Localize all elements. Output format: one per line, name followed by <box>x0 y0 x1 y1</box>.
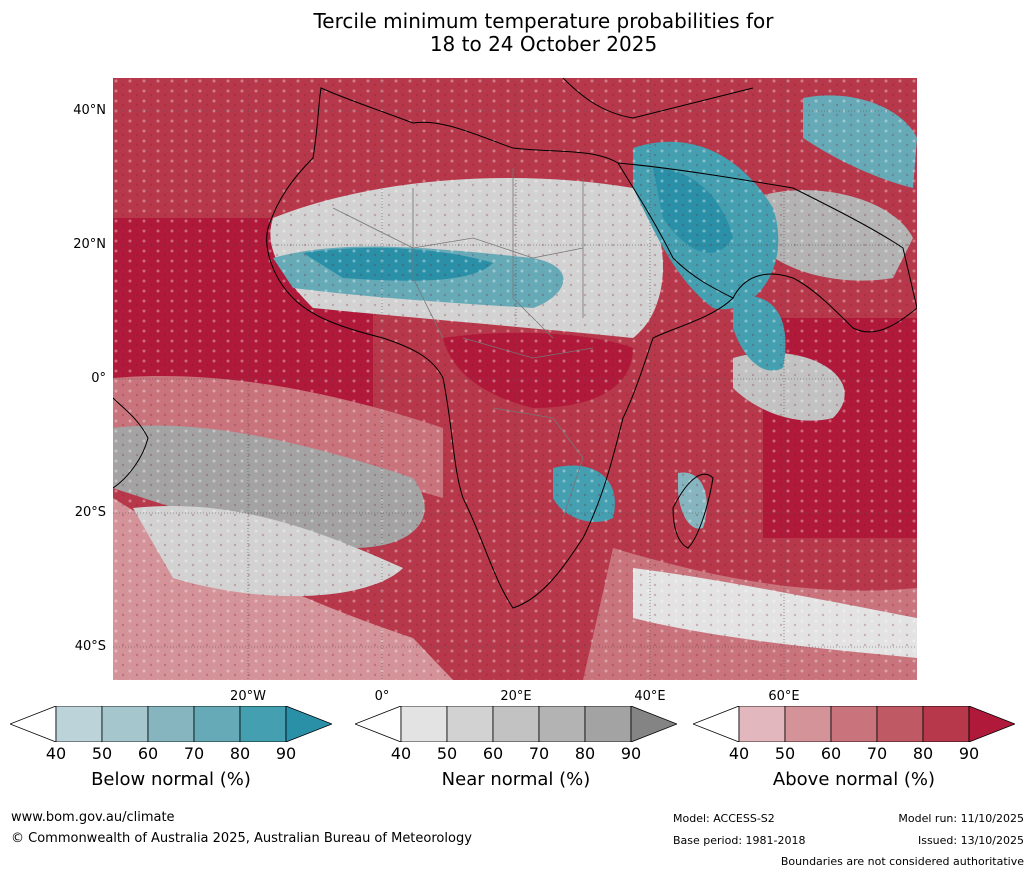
website-text: www.bom.gov.au/climate <box>11 810 175 825</box>
colorbar-segment <box>101 706 149 742</box>
colorbar-tick-label: 70 <box>528 744 550 763</box>
lat-label-0: 0° <box>91 371 106 386</box>
colorbar-tick-label: 40 <box>390 744 412 763</box>
colorbar-tick-label: 70 <box>866 744 888 763</box>
lon-label-0: 0° <box>374 689 390 704</box>
colorbar-extend-low <box>693 706 740 742</box>
colorbar-segment <box>784 706 832 742</box>
colorbar-tick-label: 60 <box>820 744 842 763</box>
disclaimer-text: Boundaries are not considered authoritat… <box>780 855 1024 868</box>
colorbar-tick-label: 40 <box>728 744 750 763</box>
colorbar-segment <box>584 706 632 742</box>
near-normal-colorbar <box>355 706 677 742</box>
colorbar-tick-label: 70 <box>183 744 205 763</box>
colorbar-tick-label: 90 <box>958 744 980 763</box>
title-line-2: 18 to 24 October 2025 <box>429 32 658 56</box>
colorbar-segment <box>538 706 586 742</box>
probability-map <box>113 78 917 680</box>
below-normal-colorbar <box>10 706 332 742</box>
colorbar-tick-label: 60 <box>482 744 504 763</box>
above-normal-label: Above normal (%) <box>772 769 936 790</box>
near-normal-label: Near normal (%) <box>441 769 591 790</box>
colorbar-extend-low <box>10 706 57 742</box>
colorbar-segment <box>446 706 494 742</box>
above-normal-colorbar <box>693 706 1015 742</box>
colorbar-tick-label: 80 <box>229 744 251 763</box>
lon-label-20w: 20°W <box>230 689 266 704</box>
copyright-text: © Commonwealth of Australia 2025, Austra… <box>11 831 472 846</box>
colorbar-extend-high <box>285 706 332 742</box>
colorbar-tick-label: 60 <box>137 744 159 763</box>
below-normal-label: Below normal (%) <box>91 769 251 790</box>
colorbar-extend-high <box>630 706 677 742</box>
colorbar-tick-label: 50 <box>774 744 796 763</box>
model-run-text: Model run: 11/10/2025 <box>898 812 1024 825</box>
colorbar-segment <box>400 706 448 742</box>
colorbar-segment <box>738 706 786 742</box>
colorbar-tick-label: 80 <box>574 744 596 763</box>
colorbar-segment <box>239 706 287 742</box>
lon-label-20e: 20°E <box>500 689 532 704</box>
lat-label-20s: 20°S <box>74 505 106 520</box>
title-line-1: Tercile minimum temperature probabilitie… <box>313 9 774 33</box>
colorbar-tick-label: 80 <box>912 744 934 763</box>
colorbar-tick-label: 90 <box>275 744 297 763</box>
lat-label-40s: 40°S <box>74 639 106 654</box>
issued-text: Issued: 13/10/2025 <box>917 834 1024 847</box>
colorbar-extend-low <box>355 706 402 742</box>
base-period-text: Base period: 1981-2018 <box>673 834 806 847</box>
map-title: Tercile minimum temperature probabilitie… <box>0 10 1035 56</box>
lon-label-60e: 60°E <box>768 689 800 704</box>
colorbar-segment <box>876 706 924 742</box>
colorbar-tick-label: 90 <box>620 744 642 763</box>
model-text: Model: ACCESS-S2 <box>673 812 775 825</box>
lat-label-20n: 20°N <box>73 237 106 252</box>
colorbar-segment <box>492 706 540 742</box>
colorbar-segment <box>55 706 103 742</box>
colorbar-extend-high <box>968 706 1015 742</box>
colorbar-segment <box>193 706 241 742</box>
colorbar-segment <box>922 706 970 742</box>
colorbar-tick-label: 40 <box>45 744 67 763</box>
colorbar-tick-label: 50 <box>91 744 113 763</box>
colorbar-segment <box>147 706 195 742</box>
lat-label-40n: 40°N <box>73 103 106 118</box>
colorbar-tick-label: 50 <box>436 744 458 763</box>
lon-label-40e: 40°E <box>634 689 666 704</box>
colorbar-segment <box>830 706 878 742</box>
